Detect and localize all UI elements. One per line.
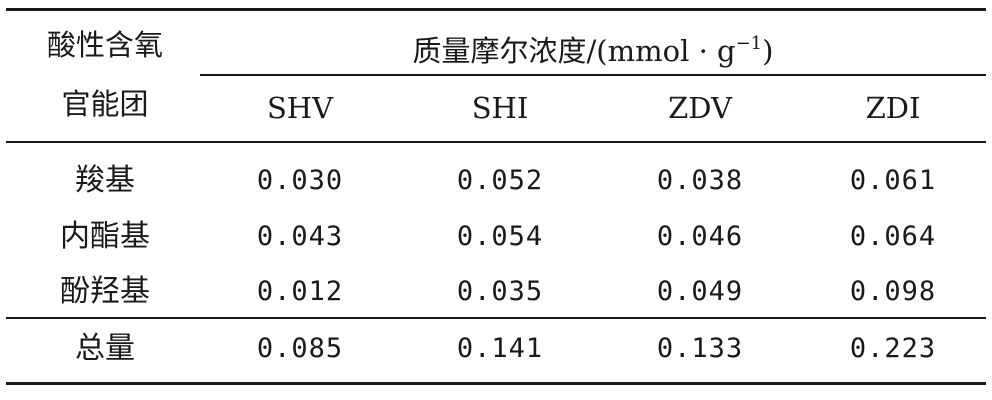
- table-cell: 0.043: [256, 221, 344, 252]
- row-header-title-line1: 酸性含氧: [46, 28, 163, 62]
- total-cell: 0.141: [456, 333, 544, 364]
- total-label: 总量: [75, 331, 135, 366]
- row-label: 内酯基: [60, 219, 150, 254]
- table-cell: 0.049: [656, 276, 744, 307]
- table-cell: 0.046: [656, 221, 744, 252]
- table-cell: 0.012: [256, 276, 344, 307]
- bottom-rule: [6, 382, 986, 385]
- row-header-title-line2: 官能团: [61, 87, 149, 121]
- total-cell: 0.223: [849, 333, 937, 364]
- row-label: 羧基: [75, 163, 135, 198]
- column-header-shi: SHI: [471, 91, 529, 125]
- column-header-zdi: ZDI: [865, 91, 921, 125]
- table-cell: 0.064: [849, 221, 937, 252]
- group-header-prefix: 质量摩尔浓度/(mmol · g: [412, 34, 736, 68]
- row-label: 酚羟基: [60, 274, 150, 309]
- group-header-rule: [200, 74, 986, 76]
- total-separator-rule: [6, 317, 986, 319]
- table-cell: 0.052: [456, 165, 544, 196]
- group-header-suffix: ): [762, 34, 774, 68]
- table-cell: 0.061: [849, 165, 937, 196]
- table-cell: 0.098: [849, 276, 937, 307]
- table-cell: 0.035: [456, 276, 544, 307]
- total-cell: 0.133: [656, 333, 744, 364]
- header-bottom-rule: [6, 141, 986, 143]
- top-rule: [6, 8, 986, 11]
- group-header: 质量摩尔浓度/(mmol · g−1): [200, 26, 986, 69]
- total-cell: 0.085: [256, 333, 344, 364]
- table-cell: 0.030: [256, 165, 344, 196]
- table-cell: 0.054: [456, 221, 544, 252]
- group-header-superscript: −1: [735, 33, 763, 54]
- table-cell: 0.038: [656, 165, 744, 196]
- column-header-shv: SHV: [266, 91, 334, 125]
- column-header-zdv: ZDV: [668, 91, 732, 125]
